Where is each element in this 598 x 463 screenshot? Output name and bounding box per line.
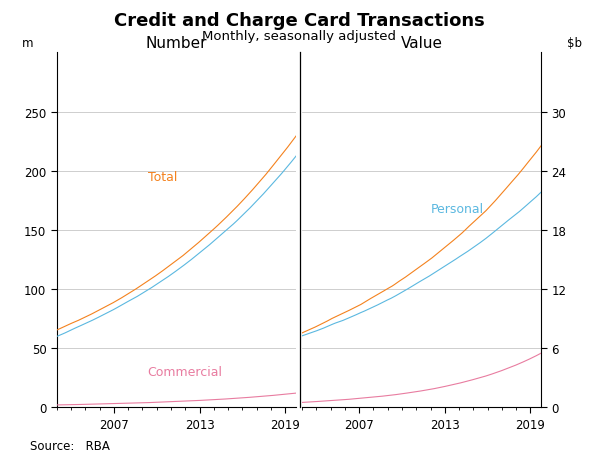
Title: Value: Value bbox=[401, 36, 443, 50]
Title: Number: Number bbox=[146, 36, 207, 50]
Text: Monthly, seasonally adjusted: Monthly, seasonally adjusted bbox=[202, 30, 396, 43]
Y-axis label: $b: $b bbox=[567, 37, 582, 50]
Text: Commercial: Commercial bbox=[148, 366, 222, 379]
Y-axis label: m: m bbox=[22, 37, 34, 50]
Text: Personal: Personal bbox=[431, 203, 484, 216]
Text: Source:   RBA: Source: RBA bbox=[30, 439, 110, 452]
Text: Total: Total bbox=[148, 171, 177, 184]
Text: Credit and Charge Card Transactions: Credit and Charge Card Transactions bbox=[114, 12, 484, 30]
